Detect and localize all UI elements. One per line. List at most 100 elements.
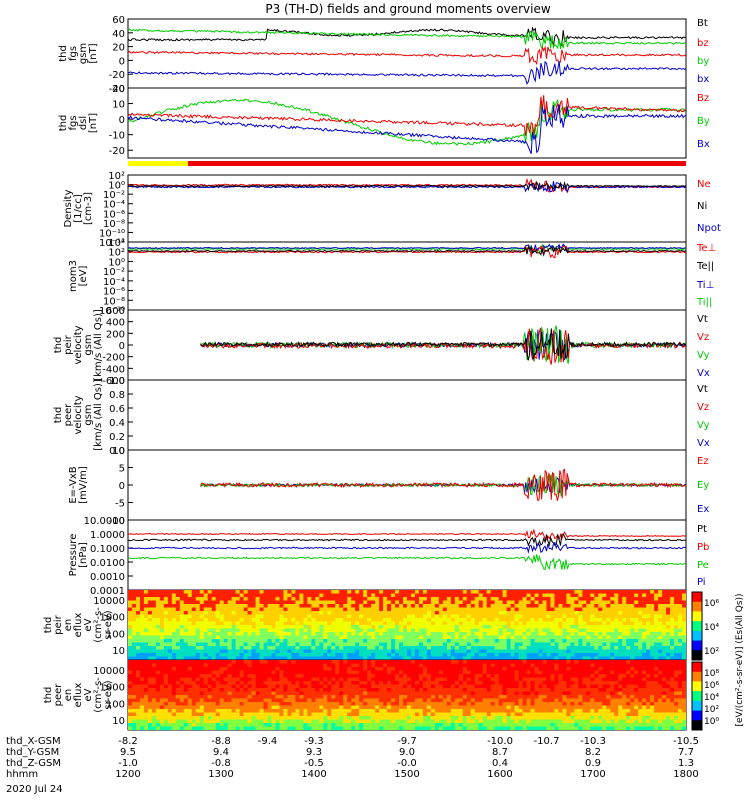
heat-cell xyxy=(395,649,400,654)
heat-cell xyxy=(347,674,352,678)
heat-cell xyxy=(271,660,276,664)
heat-cell xyxy=(167,625,173,629)
heat-cell xyxy=(183,604,189,608)
heat-cell xyxy=(410,618,416,622)
heat-cell xyxy=(526,642,532,647)
heat-cell xyxy=(211,604,217,608)
heat-cell xyxy=(159,667,165,671)
heat-cell xyxy=(223,656,229,660)
heat-cell xyxy=(219,726,225,730)
heat-cell xyxy=(183,709,189,713)
heat-cell xyxy=(578,618,583,622)
heat-cell xyxy=(486,667,492,671)
heat-cell xyxy=(355,649,360,654)
heat-cell xyxy=(339,628,344,633)
heat-cell xyxy=(403,597,408,601)
heat-cell xyxy=(175,723,181,727)
heat-cell xyxy=(147,691,153,696)
heat-cell xyxy=(331,684,336,689)
heat-cell xyxy=(279,614,284,619)
heat-cell xyxy=(259,600,265,605)
heat-cell xyxy=(207,635,213,640)
heat-cell xyxy=(128,698,133,703)
heat-cell xyxy=(466,698,472,703)
heat-cell xyxy=(135,649,141,654)
heat-cell xyxy=(391,639,396,643)
heat-cell xyxy=(606,625,611,629)
heat-cell xyxy=(351,719,356,724)
heat-cell xyxy=(542,639,547,643)
heat-cell xyxy=(203,702,209,706)
heat-cell xyxy=(143,670,149,675)
heat-cell xyxy=(203,670,209,675)
heat-cell xyxy=(351,656,356,660)
heat-cell xyxy=(379,614,384,619)
heat-cell xyxy=(470,653,476,657)
heat-cell xyxy=(486,593,492,598)
heat-cell xyxy=(450,712,456,717)
heat-cell xyxy=(430,639,436,643)
heat-cell xyxy=(618,611,623,615)
heat-cell xyxy=(522,611,528,615)
heat-cell xyxy=(666,632,671,636)
heat-cell xyxy=(339,597,344,601)
heat-cell xyxy=(418,705,424,710)
heat-cell xyxy=(594,642,599,647)
heat-cell xyxy=(414,649,420,654)
heat-cell xyxy=(191,726,197,730)
heat-cell xyxy=(359,597,364,601)
heat-cell xyxy=(331,691,336,696)
heat-cell xyxy=(359,607,364,612)
heat-cell xyxy=(335,723,340,727)
heat-cell xyxy=(259,625,265,629)
heat-cell xyxy=(446,712,452,717)
heat-cell xyxy=(446,688,452,692)
heat-cell xyxy=(243,607,249,612)
heat-cell xyxy=(586,604,591,608)
heat-cell xyxy=(251,656,257,660)
heat-cell xyxy=(143,681,149,685)
heat-cell xyxy=(486,618,492,622)
heat-cell xyxy=(414,663,420,668)
heat-cell xyxy=(331,618,336,622)
heat-cell xyxy=(331,674,336,678)
heat-cell xyxy=(255,660,261,664)
heat-cell xyxy=(179,593,185,598)
heat-cell xyxy=(275,702,280,706)
heat-cell xyxy=(211,677,217,682)
heat-cell xyxy=(263,593,268,598)
heat-cell xyxy=(546,642,551,647)
heat-cell xyxy=(418,695,424,699)
heat-cell xyxy=(558,604,563,608)
heat-cell xyxy=(355,632,360,636)
heat-cell xyxy=(650,590,655,594)
heat-cell xyxy=(267,607,272,612)
heat-cell xyxy=(586,607,591,612)
heat-cell xyxy=(235,667,241,671)
heat-cell xyxy=(387,639,392,643)
ylabel-line: peer xyxy=(53,683,64,707)
heat-cell xyxy=(215,653,221,657)
heat-cell xyxy=(399,719,404,724)
heat-cell xyxy=(594,604,599,608)
heat-cell xyxy=(502,712,508,717)
heat-cell xyxy=(466,663,472,668)
heat-cell xyxy=(502,705,508,710)
heat-cell xyxy=(299,639,304,643)
ylabel-line: en xyxy=(63,689,74,702)
heat-cell xyxy=(410,723,416,727)
heat-cell xyxy=(434,604,440,608)
heat-cell xyxy=(203,618,209,622)
heat-cell xyxy=(131,611,137,615)
heat-cell xyxy=(307,639,312,643)
heat-cell xyxy=(395,716,400,720)
heat-cell xyxy=(279,726,284,730)
heat-cell xyxy=(143,621,149,626)
heat-cell xyxy=(670,639,675,643)
heat-cell xyxy=(490,712,496,717)
heat-cell xyxy=(582,604,587,608)
heat-cell xyxy=(606,597,611,601)
heat-cell xyxy=(287,604,292,608)
heat-cell xyxy=(271,604,276,608)
heat-cell xyxy=(155,635,161,640)
